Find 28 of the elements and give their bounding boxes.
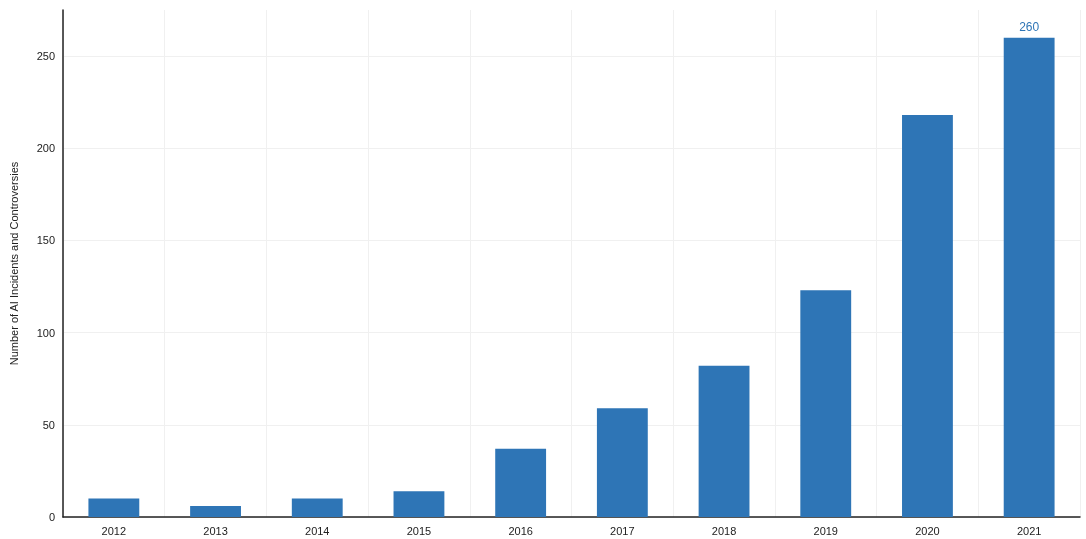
x-tick-label: 2018: [711, 524, 737, 537]
bar: [902, 115, 953, 517]
x-tick-label: 2020: [915, 524, 940, 537]
bar: [596, 408, 648, 517]
bar: [800, 290, 852, 517]
x-tick-label: 2016: [508, 524, 533, 537]
data-label: 260: [1019, 19, 1040, 34]
bar: [190, 505, 241, 517]
y-tick-label: 100: [36, 326, 55, 339]
x-tick-label: 2014: [305, 524, 330, 537]
y-axis-title: Number of AI Incidents and Controversies: [7, 161, 20, 366]
bar: [393, 491, 445, 517]
bar: [698, 365, 750, 517]
y-tick-label: 50: [42, 418, 55, 431]
x-tick-label: 2019: [813, 524, 838, 537]
x-tick-label: 2015: [406, 524, 432, 537]
x-tick-label: 2013: [203, 524, 228, 537]
bar: [88, 498, 140, 517]
y-tick-label: 200: [36, 142, 55, 155]
x-tick-label: 2021: [1016, 524, 1042, 537]
bar: [1003, 37, 1055, 517]
bar: [495, 448, 547, 517]
y-tick-label: 0: [48, 511, 55, 523]
bar: [291, 498, 343, 517]
y-tick-label: 250: [36, 50, 55, 63]
y-tick-label: 150: [36, 234, 55, 247]
x-tick-label: 2012: [101, 524, 127, 537]
x-tick-label: 2017: [610, 524, 635, 537]
